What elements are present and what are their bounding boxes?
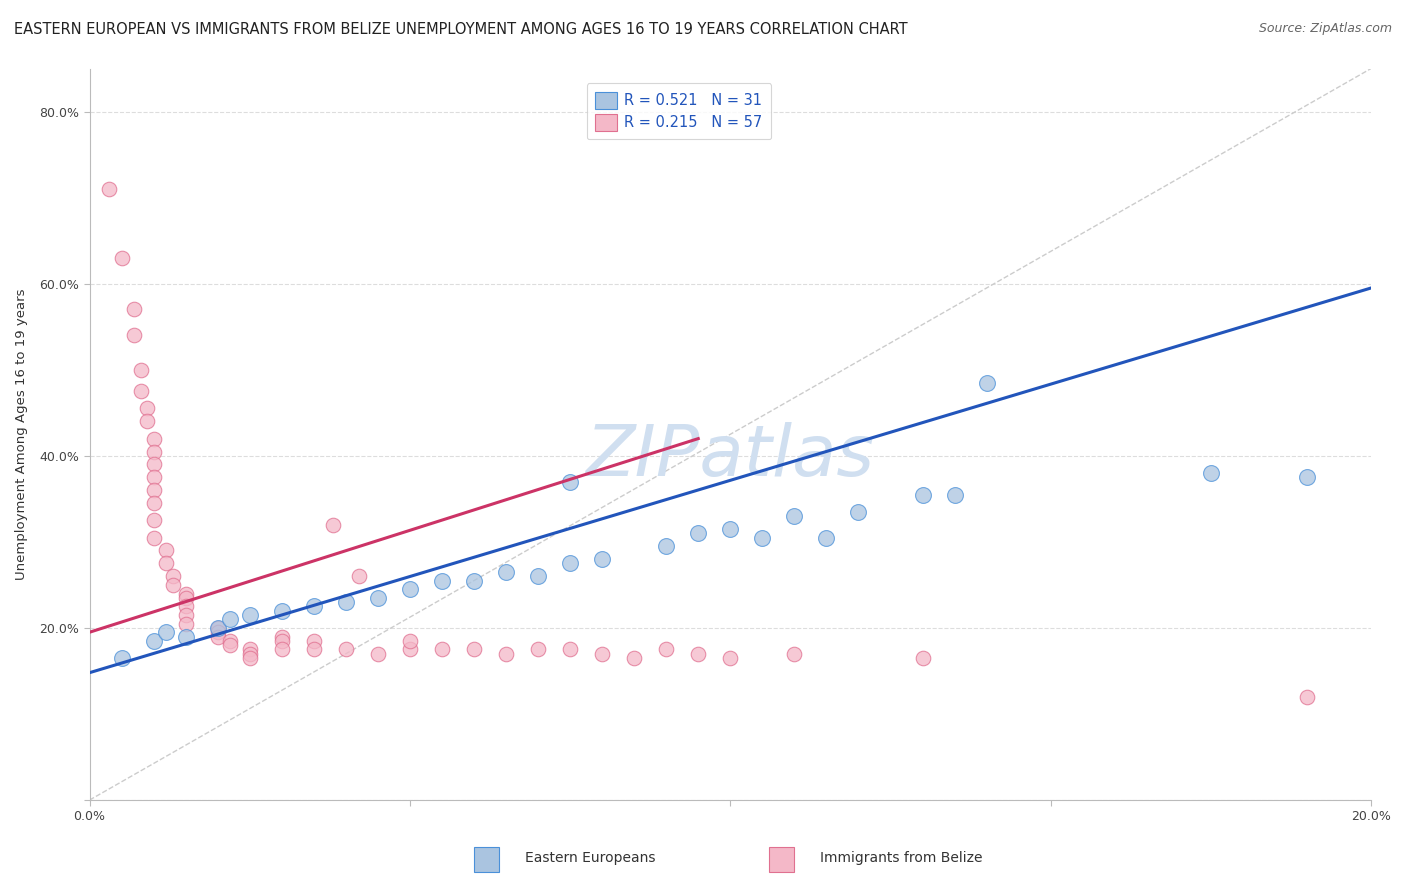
Point: [142, 513, 165, 527]
Point: [155, 543, 177, 558]
Point: [367, 591, 389, 605]
Point: [495, 565, 517, 579]
Point: [174, 599, 197, 614]
Point: [142, 458, 165, 472]
Point: [430, 642, 453, 657]
Point: [347, 569, 370, 583]
Point: [688, 526, 710, 541]
Point: [239, 607, 262, 622]
Point: [911, 487, 934, 501]
Point: [302, 642, 325, 657]
Text: Eastern Europeans: Eastern Europeans: [524, 851, 655, 865]
Point: [322, 517, 344, 532]
Text: Immigrants from Belize: Immigrants from Belize: [820, 851, 983, 865]
Point: [239, 647, 262, 661]
Point: [155, 557, 177, 571]
Point: [430, 574, 453, 588]
Point: [783, 647, 806, 661]
Point: [1199, 466, 1222, 480]
Point: [302, 633, 325, 648]
Point: [97, 182, 120, 196]
Point: [110, 651, 132, 665]
Point: [463, 642, 485, 657]
Point: [142, 633, 165, 648]
Point: [155, 625, 177, 640]
Point: [591, 552, 613, 566]
Point: [174, 586, 197, 600]
Point: [174, 616, 197, 631]
Point: [1296, 690, 1319, 704]
Point: [142, 531, 165, 545]
Y-axis label: Unemployment Among Ages 16 to 19 years: Unemployment Among Ages 16 to 19 years: [15, 288, 28, 580]
Point: [558, 642, 581, 657]
Point: [463, 574, 485, 588]
Point: [124, 302, 146, 317]
Point: [335, 642, 357, 657]
Point: [848, 505, 870, 519]
Point: [162, 569, 184, 583]
Point: [718, 522, 741, 536]
Point: [623, 651, 645, 665]
Text: EASTERN EUROPEAN VS IMMIGRANTS FROM BELIZE UNEMPLOYMENT AMONG AGES 16 TO 19 YEAR: EASTERN EUROPEAN VS IMMIGRANTS FROM BELI…: [14, 22, 908, 37]
Point: [655, 642, 678, 657]
Point: [124, 328, 146, 343]
Point: [527, 569, 550, 583]
Point: [495, 647, 517, 661]
Point: [142, 470, 165, 484]
Point: [239, 642, 262, 657]
Point: [207, 621, 229, 635]
Point: [591, 647, 613, 661]
Point: [976, 376, 998, 390]
Point: [142, 483, 165, 498]
Point: [142, 432, 165, 446]
Point: [110, 251, 132, 265]
Point: [783, 509, 806, 524]
Point: [558, 475, 581, 489]
Point: [688, 647, 710, 661]
Point: [207, 630, 229, 644]
Point: [399, 633, 422, 648]
Point: [399, 642, 422, 657]
Text: ZIPatlas: ZIPatlas: [586, 422, 875, 491]
Point: [270, 630, 292, 644]
Point: [943, 487, 966, 501]
Point: [239, 651, 262, 665]
Point: [270, 642, 292, 657]
Point: [174, 607, 197, 622]
Point: [527, 642, 550, 657]
Point: [136, 414, 159, 428]
Point: [207, 625, 229, 640]
Point: [129, 384, 152, 399]
Point: [815, 531, 838, 545]
Point: [367, 647, 389, 661]
Point: [207, 621, 229, 635]
Point: [174, 591, 197, 605]
Point: [558, 557, 581, 571]
Point: [751, 531, 773, 545]
Legend: R = 0.521   N = 31, R = 0.215   N = 57: R = 0.521 N = 31, R = 0.215 N = 57: [586, 83, 772, 139]
Point: [718, 651, 741, 665]
Point: [142, 444, 165, 458]
Point: [219, 638, 242, 652]
Text: Source: ZipAtlas.com: Source: ZipAtlas.com: [1258, 22, 1392, 36]
Point: [129, 363, 152, 377]
Point: [335, 595, 357, 609]
Point: [270, 604, 292, 618]
Point: [136, 401, 159, 416]
Point: [911, 651, 934, 665]
Point: [219, 612, 242, 626]
Point: [219, 633, 242, 648]
Point: [270, 633, 292, 648]
Point: [399, 582, 422, 597]
Point: [162, 578, 184, 592]
Point: [142, 496, 165, 510]
Point: [655, 539, 678, 553]
Point: [302, 599, 325, 614]
Point: [174, 630, 197, 644]
Point: [1296, 470, 1319, 484]
